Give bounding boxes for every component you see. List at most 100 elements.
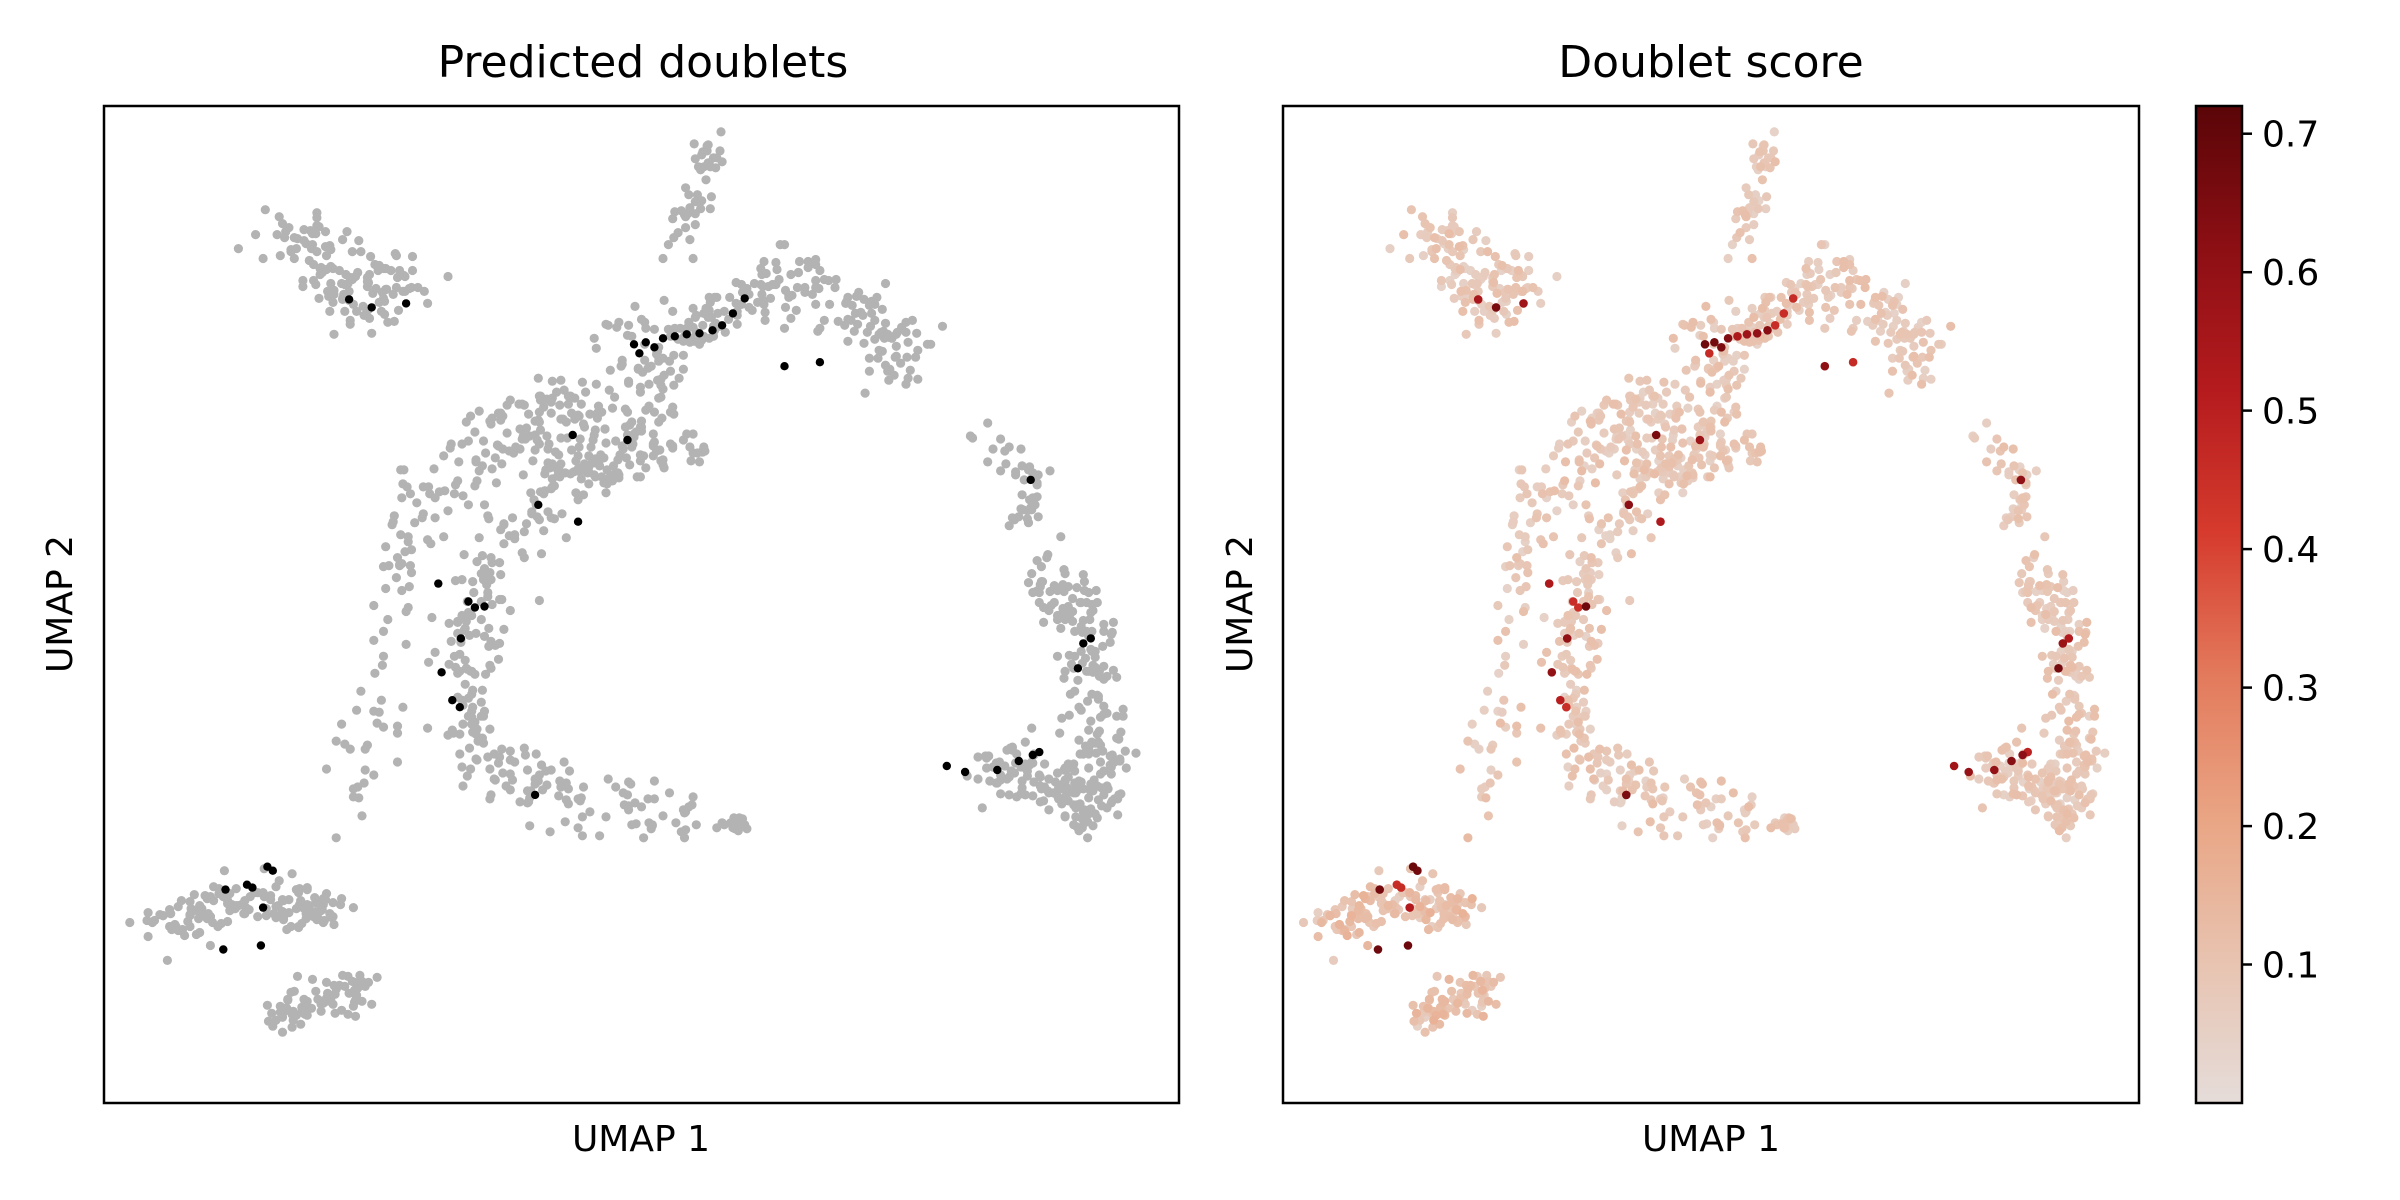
score-point <box>1748 139 1757 148</box>
singlet-point <box>356 687 365 696</box>
singlet-point <box>1091 653 1100 662</box>
score-point <box>1626 487 1635 496</box>
score-point <box>2027 618 2036 627</box>
singlet-point <box>503 428 512 437</box>
score-point <box>1622 445 1631 454</box>
score-point <box>1701 340 1710 349</box>
score-point <box>1659 378 1668 387</box>
singlet-point <box>1061 763 1070 772</box>
doublet-point <box>630 340 638 348</box>
doublet-point <box>248 883 256 891</box>
singlet-point <box>494 758 503 767</box>
singlet-point <box>701 175 710 184</box>
singlet-point <box>578 812 587 821</box>
score-point <box>1579 698 1588 707</box>
score-point <box>1574 427 1583 436</box>
score-point <box>1645 757 1654 766</box>
score-point <box>1519 640 1528 649</box>
score-point <box>1675 408 1684 417</box>
singlet-point <box>467 707 476 716</box>
score-point <box>2003 515 2012 524</box>
score-point <box>1582 448 1591 457</box>
colorbar-tick-label: 0.5 <box>2262 392 2319 433</box>
singlet-point <box>614 318 623 327</box>
singlet-point <box>1080 818 1089 827</box>
singlet-point <box>1018 776 1027 785</box>
score-point <box>1479 1012 1488 1021</box>
singlet-point <box>618 360 627 369</box>
score-point <box>1405 903 1414 912</box>
score-point <box>1801 264 1810 273</box>
score-point <box>1493 601 1502 610</box>
score-point <box>1753 329 1762 338</box>
score-point <box>1999 442 2008 451</box>
colorbar-tick-label: 0.6 <box>2262 253 2319 294</box>
score-point <box>1677 424 1686 433</box>
score-point <box>2018 758 2027 767</box>
left-chart-title: Predicted doublets <box>438 37 849 88</box>
score-point <box>1748 792 1757 801</box>
score-point <box>1715 821 1724 830</box>
singlet-point <box>506 755 515 764</box>
singlet-point <box>670 207 679 216</box>
singlet-point <box>691 154 700 163</box>
score-point <box>1596 412 1605 421</box>
singlet-point <box>392 283 401 292</box>
doublet-point <box>635 349 643 357</box>
singlet-point <box>691 313 700 322</box>
singlet-point <box>263 1001 272 1010</box>
score-point <box>1650 392 1659 401</box>
singlet-point <box>259 254 268 263</box>
score-point <box>1554 443 1563 452</box>
score-point <box>1456 287 1465 296</box>
singlet-point <box>656 393 665 402</box>
score-point <box>2007 757 2016 766</box>
singlet-point <box>554 450 563 459</box>
singlet-point <box>322 251 331 260</box>
singlet-point <box>665 357 674 366</box>
singlet-point <box>261 205 270 214</box>
doublet-point <box>659 334 667 342</box>
singlet-point <box>310 893 319 902</box>
score-point <box>1501 652 1510 661</box>
score-point <box>1997 746 2006 755</box>
score-point <box>1481 793 1490 802</box>
singlet-point <box>394 306 403 315</box>
score-point <box>1974 774 1983 783</box>
score-point <box>2017 476 2026 485</box>
singlet-point <box>604 321 613 330</box>
score-point <box>1981 763 1990 772</box>
score-point <box>2055 703 2064 712</box>
score-point <box>1792 303 1801 312</box>
singlet-point <box>1066 690 1075 699</box>
score-point <box>1755 147 1764 156</box>
score-point <box>1635 482 1644 491</box>
score-point <box>1511 251 1520 260</box>
score-point <box>1659 812 1668 821</box>
score-point <box>1419 251 1428 260</box>
score-point <box>2044 667 2053 676</box>
singlet-point <box>666 367 675 376</box>
score-point <box>1658 796 1667 805</box>
singlet-point <box>574 464 583 473</box>
singlet-point <box>337 720 346 729</box>
score-point <box>1569 744 1578 753</box>
score-point <box>1896 330 1905 339</box>
singlet-point <box>524 410 533 419</box>
score-point <box>1299 918 1308 927</box>
score-point <box>1492 289 1501 298</box>
singlet-point <box>1068 617 1077 626</box>
singlet-point <box>1088 606 1097 615</box>
score-point <box>1445 229 1454 238</box>
score-point <box>1845 300 1854 309</box>
doublet-point <box>368 303 376 311</box>
singlet-point <box>884 376 893 385</box>
score-point <box>1504 615 1513 624</box>
score-point <box>1705 349 1714 358</box>
singlet-point <box>1097 801 1106 810</box>
singlet-point <box>574 823 583 832</box>
singlet-point <box>1016 444 1025 453</box>
score-point <box>2038 652 2047 661</box>
score-point <box>1486 745 1495 754</box>
singlet-point <box>1087 738 1096 747</box>
